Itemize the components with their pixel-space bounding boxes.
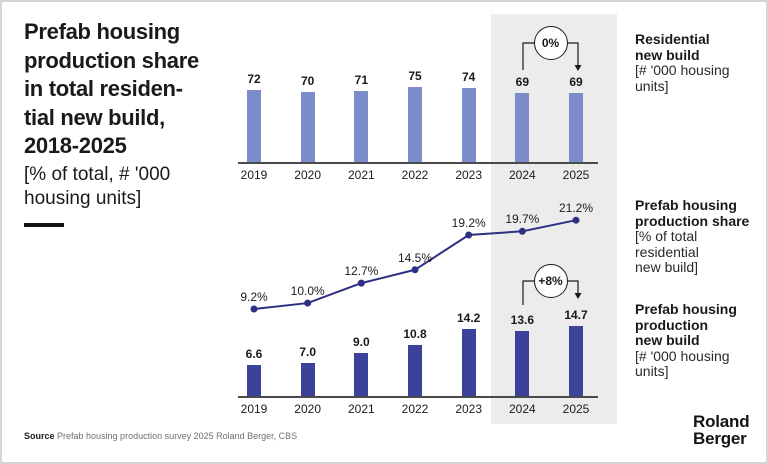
x-tick-bottom-2021: 2021: [347, 402, 375, 416]
top-value-2025: 69: [569, 75, 583, 89]
legend-prefab-new-build: Prefab housing production new build [# '…: [635, 301, 761, 380]
legend-prefab-new-build-note: [# '000 housing units]: [635, 347, 730, 379]
x-tick-top-2025: 2025: [562, 168, 590, 182]
residential-new-build-bar-2025: [569, 93, 584, 162]
x-tick-top-2022: 2022: [401, 168, 429, 182]
bottom-value-2020: 7.0: [299, 344, 316, 359]
bottom-value-2025: 14.7: [564, 308, 588, 323]
prefab-share-point-2019: [250, 305, 258, 313]
prefab-share-label-2019: 9.2%: [240, 290, 268, 304]
residential-new-build-bar-2020: [300, 92, 315, 162]
top-value-2021: 71: [354, 73, 368, 87]
x-tick-top-2024: 2024: [508, 168, 536, 182]
legend-residential-note: [# '000 housing units]: [635, 62, 730, 94]
x-axis-top: [238, 162, 598, 164]
top-value-2024: 69: [515, 75, 530, 89]
legend-prefab-share-title: Prefab housing production share: [635, 197, 750, 229]
prefab-share-point-2021: [357, 279, 365, 287]
x-tick-top-2023: 2023: [455, 168, 483, 182]
x-tick-bottom-2023: 2023: [455, 402, 483, 416]
bottom-value-2022: 10.8: [403, 326, 427, 341]
top-value-2022: 75: [408, 69, 422, 83]
prefab-housing-production-new-build-bar-2021: [354, 353, 369, 396]
prefab-share-label-2020: 10.0%: [290, 284, 325, 299]
prefab-housing-production-new-build-bar-2019: [247, 364, 261, 396]
prefab-share-label-2021: 12.7%: [344, 264, 379, 279]
legend-prefab-share: Prefab housing production share [% of to…: [635, 197, 761, 276]
delta-badge-prefab: +8%: [533, 264, 568, 298]
delta-badge-prefab-label: +8%: [538, 274, 563, 288]
x-tick-bottom-2024: 2024: [508, 402, 536, 416]
prefab-housing-production-new-build-bar-2025: [569, 326, 584, 396]
prefab-share-label-2025: 21.2%: [559, 201, 594, 216]
source-line: Source Prefab housing production survey …: [24, 431, 297, 441]
top-value-2020: 70: [300, 74, 315, 88]
legend-prefab-new-build-title: Prefab housing production new build: [635, 301, 737, 348]
title-underline: [24, 222, 64, 227]
delta-badge-residential: 0%: [533, 26, 568, 60]
delta-badge-residential-label: 0%: [541, 36, 560, 50]
residential-new-build-bar-2022: [408, 87, 422, 162]
residential-new-build-bar-2019: [247, 90, 261, 162]
bottom-value-2019: 6.6: [245, 346, 263, 361]
prefab-share-point-2023: [465, 231, 473, 239]
source-text: Prefab housing production survey 2025 Ro…: [54, 431, 298, 441]
page-title: Prefab housing production share in total…: [24, 19, 199, 158]
bottom-value-2023: 14.2: [456, 310, 481, 325]
prefab-housing-production-new-build-bar-2020: [300, 362, 315, 396]
x-tick-top-2019: 2019: [240, 168, 268, 182]
prefab-share-point-2022: [411, 266, 419, 274]
top-value-2019: 72: [247, 72, 261, 86]
x-tick-top-2020: 2020: [294, 168, 321, 182]
legend-residential-new-build: Residential new build [# '000 housing un…: [635, 31, 761, 94]
legend-prefab-share-note: [% of total residential new build]: [635, 228, 699, 275]
residential-new-build-bar-2024: [515, 93, 530, 162]
source-label: Source: [24, 431, 55, 441]
bottom-value-2021: 9.0: [352, 335, 370, 350]
bottom-value-2024: 13.6: [510, 313, 535, 328]
residential-new-build-bar-2023: [461, 88, 476, 162]
x-tick-bottom-2019: 2019: [240, 402, 268, 416]
prefab-housing-production-new-build-bar-2024: [515, 331, 530, 396]
prefab-housing-production-new-build-bar-2023: [461, 328, 476, 396]
x-tick-top-2021: 2021: [347, 168, 375, 182]
prefab-housing-production-new-build-bar-2022: [408, 344, 422, 396]
legend-residential-title: Residential new build: [635, 31, 710, 63]
top-value-2023: 74: [461, 70, 476, 84]
forecast-highlight-band: [491, 14, 617, 424]
prefab-share-label-2023: 19.2%: [451, 216, 486, 230]
prefab-share-label-2022: 14.5%: [397, 250, 433, 265]
residential-new-build-bar-2021: [354, 91, 369, 162]
x-tick-bottom-2020: 2020: [294, 402, 321, 416]
prefab-share-label-2024: 19.7%: [505, 212, 540, 227]
page-subtitle: [% of total, # '000 housing units]: [24, 163, 171, 209]
title-block: Prefab housing production share in total…: [24, 18, 234, 227]
x-axis-bottom: [238, 396, 598, 398]
prefab-share-point-2020: [304, 299, 312, 307]
x-tick-bottom-2025: 2025: [562, 402, 590, 416]
roland-berger-logo: Roland Berger: [693, 412, 750, 448]
x-tick-bottom-2022: 2022: [401, 402, 429, 416]
